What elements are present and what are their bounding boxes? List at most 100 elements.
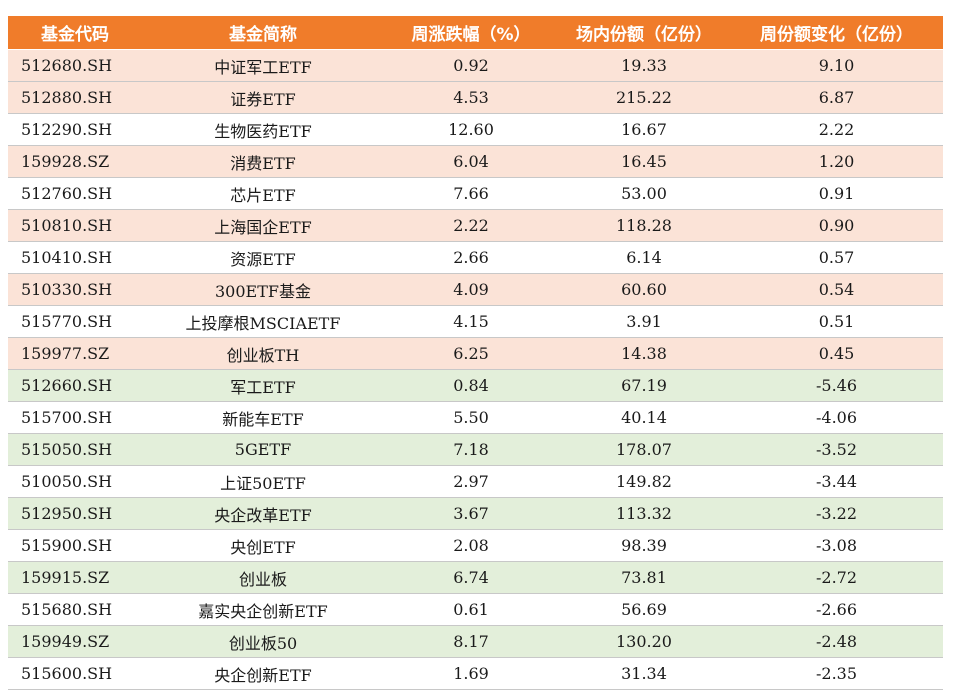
cell-weekly-change-pct: 6.04 bbox=[384, 145, 558, 178]
cell-weekly-share-change: -2.48 bbox=[730, 625, 943, 658]
cell-fund-name: 央企改革ETF bbox=[142, 497, 384, 530]
cell-fund-code: 510810.SH bbox=[8, 209, 142, 242]
cell-fund-name: 5GETF bbox=[142, 433, 384, 466]
cell-exchange-shares: 149.82 bbox=[558, 465, 730, 498]
cell-weekly-change-pct: 2.97 bbox=[384, 465, 558, 498]
cell-fund-code: 515600.SH bbox=[8, 657, 142, 690]
cell-weekly-share-change: -3.44 bbox=[730, 465, 943, 498]
cell-fund-name: 上证50ETF bbox=[142, 465, 384, 498]
cell-weekly-change-pct: 12.60 bbox=[384, 113, 558, 146]
cell-exchange-shares: 113.32 bbox=[558, 497, 730, 530]
cell-weekly-change-pct: 4.15 bbox=[384, 305, 558, 338]
cell-fund-code: 512660.SH bbox=[8, 369, 142, 402]
cell-fund-name: 创业板TH bbox=[142, 337, 384, 370]
cell-exchange-shares: 16.45 bbox=[558, 145, 730, 178]
table-row: 515600.SH 央企创新ETF 1.69 31.34 -2.35 bbox=[8, 657, 943, 690]
cell-fund-code: 515900.SH bbox=[8, 529, 142, 562]
table-row: 510050.SH 上证50ETF 2.97 149.82 -3.44 bbox=[8, 465, 943, 498]
cell-fund-name: 中证军工ETF bbox=[142, 49, 384, 82]
header-exchange-shares: 场内份额（亿份） bbox=[558, 16, 730, 50]
cell-weekly-change-pct: 6.74 bbox=[384, 561, 558, 594]
cell-weekly-change-pct: 0.84 bbox=[384, 369, 558, 402]
cell-weekly-share-change: 6.87 bbox=[730, 81, 943, 114]
table-row: 159928.SZ 消费ETF 6.04 16.45 1.20 bbox=[8, 145, 943, 178]
table-row: 515050.SH 5GETF 7.18 178.07 -3.52 bbox=[8, 433, 943, 466]
table-row: 159977.SZ 创业板TH 6.25 14.38 0.45 bbox=[8, 337, 943, 370]
header-fund-name: 基金简称 bbox=[142, 16, 384, 50]
table-row: 512880.SH 证券ETF 4.53 215.22 6.87 bbox=[8, 81, 943, 114]
cell-fund-code: 512880.SH bbox=[8, 81, 142, 114]
table-row: 512760.SH 芯片ETF 7.66 53.00 0.91 bbox=[8, 177, 943, 210]
cell-exchange-shares: 14.38 bbox=[558, 337, 730, 370]
cell-exchange-shares: 19.33 bbox=[558, 49, 730, 82]
cell-weekly-share-change: -3.22 bbox=[730, 497, 943, 530]
cell-fund-code: 512290.SH bbox=[8, 113, 142, 146]
cell-fund-code: 515770.SH bbox=[8, 305, 142, 338]
header-weekly-share-change: 周份额变化（亿份） bbox=[730, 16, 943, 50]
cell-weekly-share-change: 0.45 bbox=[730, 337, 943, 370]
cell-exchange-shares: 130.20 bbox=[558, 625, 730, 658]
cell-fund-name: 消费ETF bbox=[142, 145, 384, 178]
cell-weekly-change-pct: 5.50 bbox=[384, 401, 558, 434]
cell-fund-code: 510330.SH bbox=[8, 273, 142, 306]
table-header: 基金代码 基金简称 周涨跌幅（%） 场内份额（亿份） 周份额变化（亿份） bbox=[8, 16, 943, 50]
table-body: 512680.SH 中证军工ETF 0.92 19.33 9.10 512880.SH 证券… bbox=[8, 49, 943, 690]
table-row: 515700.SH 新能车ETF 5.50 40.14 -4.06 bbox=[8, 401, 943, 434]
cell-weekly-change-pct: 7.66 bbox=[384, 177, 558, 210]
cell-weekly-share-change: 0.57 bbox=[730, 241, 943, 274]
cell-exchange-shares: 67.19 bbox=[558, 369, 730, 402]
table-row: 510410.SH 资源ETF 2.66 6.14 0.57 bbox=[8, 241, 943, 274]
cell-exchange-shares: 98.39 bbox=[558, 529, 730, 562]
cell-fund-code: 159915.SZ bbox=[8, 561, 142, 594]
cell-weekly-change-pct: 2.22 bbox=[384, 209, 558, 242]
cell-fund-code: 512950.SH bbox=[8, 497, 142, 530]
table-row: 512290.SH 生物医药ETF 12.60 16.67 2.22 bbox=[8, 113, 943, 146]
cell-weekly-change-pct: 2.08 bbox=[384, 529, 558, 562]
etf-share-change-table: 基金代码 基金简称 周涨跌幅（%） 场内份额（亿份） 周份额变化（亿份） 512… bbox=[8, 16, 943, 690]
cell-exchange-shares: 31.34 bbox=[558, 657, 730, 690]
cell-exchange-shares: 118.28 bbox=[558, 209, 730, 242]
table-row: 512660.SH 军工ETF 0.84 67.19 -5.46 bbox=[8, 369, 943, 402]
cell-weekly-change-pct: 4.53 bbox=[384, 81, 558, 114]
cell-weekly-share-change: 0.51 bbox=[730, 305, 943, 338]
cell-fund-code: 515700.SH bbox=[8, 401, 142, 434]
cell-weekly-share-change: -2.72 bbox=[730, 561, 943, 594]
header-row: 基金代码 基金简称 周涨跌幅（%） 场内份额（亿份） 周份额变化（亿份） bbox=[8, 16, 943, 50]
cell-fund-name: 生物医药ETF bbox=[142, 113, 384, 146]
table-row: 515900.SH 央创ETF 2.08 98.39 -3.08 bbox=[8, 529, 943, 562]
cell-fund-name: 上海国企ETF bbox=[142, 209, 384, 242]
cell-weekly-change-pct: 1.69 bbox=[384, 657, 558, 690]
cell-weekly-share-change: 1.20 bbox=[730, 145, 943, 178]
cell-exchange-shares: 215.22 bbox=[558, 81, 730, 114]
cell-fund-code: 510050.SH bbox=[8, 465, 142, 498]
cell-fund-code: 512680.SH bbox=[8, 49, 142, 82]
cell-exchange-shares: 73.81 bbox=[558, 561, 730, 594]
cell-weekly-change-pct: 6.25 bbox=[384, 337, 558, 370]
cell-fund-code: 159949.SZ bbox=[8, 625, 142, 658]
cell-weekly-change-pct: 2.66 bbox=[384, 241, 558, 274]
cell-weekly-share-change: -5.46 bbox=[730, 369, 943, 402]
cell-fund-code: 512760.SH bbox=[8, 177, 142, 210]
cell-fund-name: 上投摩根MSCIAETF bbox=[142, 305, 384, 338]
table-row: 515770.SH 上投摩根MSCIAETF 4.15 3.91 0.51 bbox=[8, 305, 943, 338]
table-row: 512680.SH 中证军工ETF 0.92 19.33 9.10 bbox=[8, 49, 943, 82]
cell-fund-code: 159928.SZ bbox=[8, 145, 142, 178]
cell-weekly-share-change: 0.90 bbox=[730, 209, 943, 242]
cell-weekly-change-pct: 8.17 bbox=[384, 625, 558, 658]
cell-fund-name: 创业板 bbox=[142, 561, 384, 594]
cell-fund-name: 央企创新ETF bbox=[142, 657, 384, 690]
cell-fund-code: 159977.SZ bbox=[8, 337, 142, 370]
cell-weekly-share-change: -2.35 bbox=[730, 657, 943, 690]
table-row: 159949.SZ 创业板50 8.17 130.20 -2.48 bbox=[8, 625, 943, 658]
cell-weekly-change-pct: 0.92 bbox=[384, 49, 558, 82]
cell-exchange-shares: 6.14 bbox=[558, 241, 730, 274]
cell-exchange-shares: 60.60 bbox=[558, 273, 730, 306]
cell-fund-name: 证券ETF bbox=[142, 81, 384, 114]
cell-fund-name: 资源ETF bbox=[142, 241, 384, 274]
cell-weekly-share-change: -4.06 bbox=[730, 401, 943, 434]
cell-exchange-shares: 40.14 bbox=[558, 401, 730, 434]
cell-exchange-shares: 3.91 bbox=[558, 305, 730, 338]
cell-fund-name: 央创ETF bbox=[142, 529, 384, 562]
cell-exchange-shares: 56.69 bbox=[558, 593, 730, 626]
cell-fund-code: 515050.SH bbox=[8, 433, 142, 466]
